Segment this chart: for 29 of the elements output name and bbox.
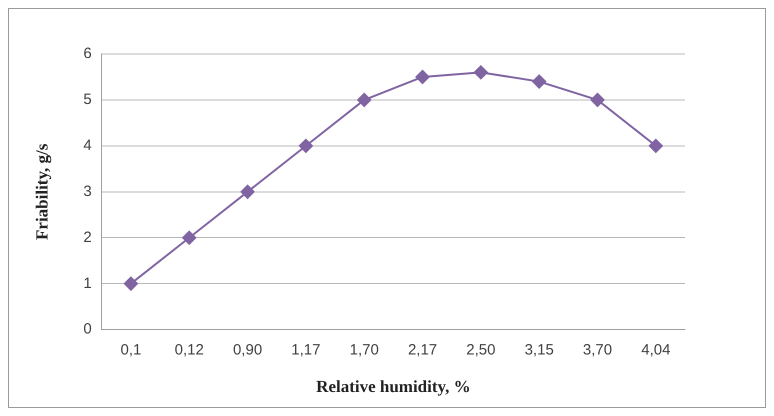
x-tick-label: 1,70: [350, 342, 379, 359]
x-tick-label: 3,70: [582, 342, 612, 359]
x-tick-label: 3,15: [524, 342, 554, 359]
y-tick-label: 0: [83, 320, 92, 338]
point: [590, 92, 605, 107]
x-axis-title: Relative humidity, %: [316, 377, 471, 396]
point: [298, 138, 313, 153]
y-tick-label: 2: [83, 228, 92, 246]
x-tick-label: 2,50: [466, 342, 496, 359]
y-tick-label: 6: [83, 45, 92, 62]
point: [416, 70, 430, 84]
point: [240, 184, 255, 199]
y-tick-label: 4: [83, 137, 92, 154]
y-tick-label: 5: [83, 91, 92, 108]
point: [357, 92, 372, 107]
x-tick-label: 0,12: [174, 342, 204, 359]
y-tick-label: 3: [83, 182, 92, 200]
x-tick-label: 2,17: [408, 342, 438, 359]
x-tick-label: 0,1: [120, 342, 142, 359]
point: [532, 74, 546, 89]
x-tick-label: 0,90: [232, 342, 262, 359]
point: [182, 230, 196, 245]
x-tick-label: 4,04: [641, 342, 670, 359]
x-tick-label: 1,17: [291, 342, 320, 359]
point: [648, 138, 663, 153]
y-tick-label: 1: [83, 274, 92, 292]
point: [124, 276, 138, 291]
y-axis-title: Friability, g/s: [32, 143, 52, 240]
point: [474, 65, 488, 80]
